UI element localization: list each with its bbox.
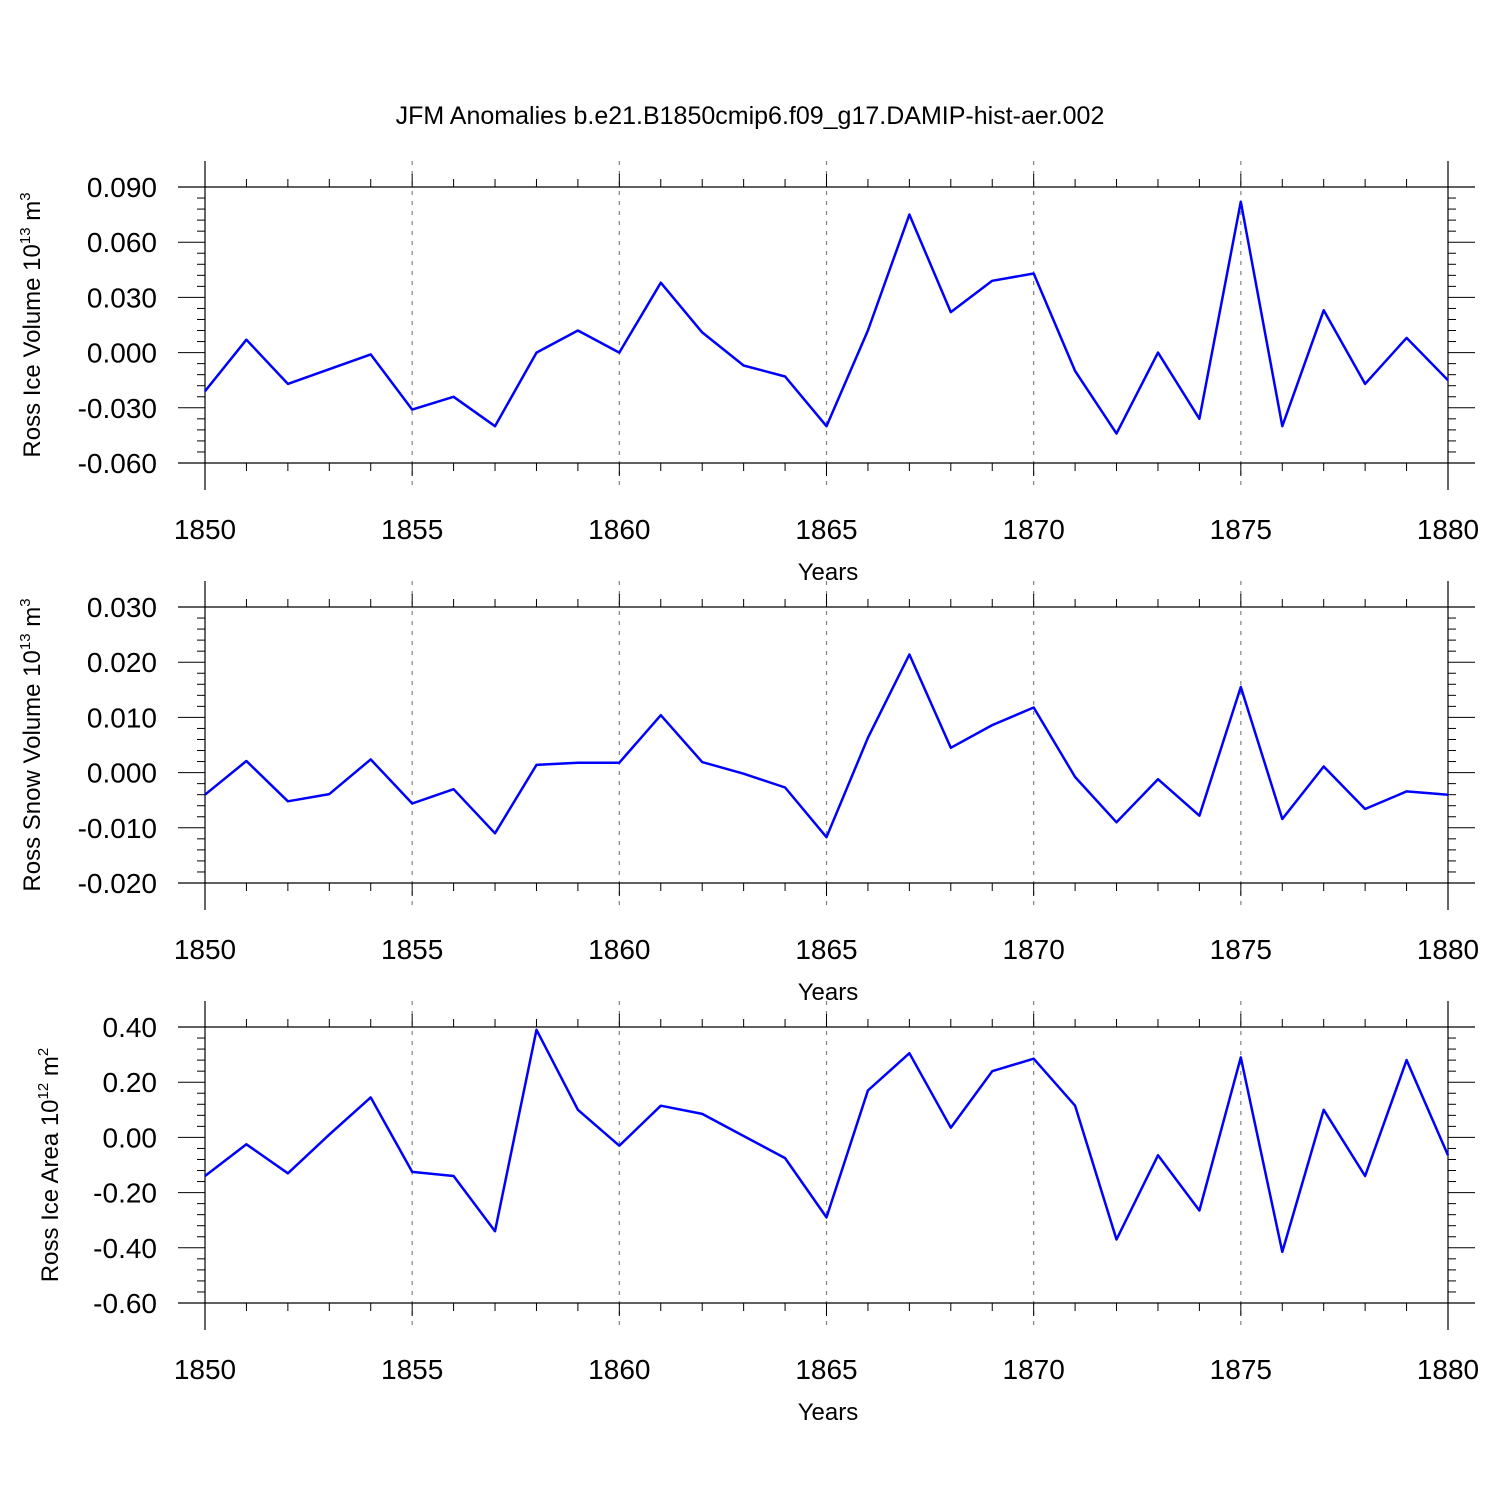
y-axis-label-superscript: 3 [17,192,34,200]
y-axis-label: Ross Ice Volume 1013 m3 [17,192,46,457]
y-axis-label-text: Ross Snow Volume 10 [19,650,46,891]
y-tick-label: -0.060 [78,448,157,479]
y-tick-label: -0.010 [78,813,157,844]
y-axis-label-superscript: 13 [17,227,34,244]
y-tick-label: -0.60 [93,1288,157,1319]
panel-3: 0.40 0.20 0.00 -0.20 -0.40 -0.60 1850 1855 1860 1… [35,1001,1479,1426]
x-tick-label: 1880 [1417,1354,1479,1385]
y-tick-label: 0.030 [87,592,157,623]
y-axis-label-text: m [37,1056,64,1083]
x-axis-label: Years [798,979,859,1006]
x-tick-label: 1870 [1003,514,1065,545]
x-tick-label: 1855 [381,1354,443,1385]
series-line [204,200,1449,435]
y-axis-label-superscript: 3 [17,598,34,606]
x-axis-label: Years [798,1399,859,1426]
panels: 0.090 0.060 0.030 0.000 -0.030 -0.060 1850 1855… [17,161,1479,1426]
y-tick-label: 0.20 [103,1067,158,1098]
y-axis-label-superscript: 13 [17,633,34,650]
y-axis-label-superscript: 2 [35,1048,52,1056]
y-tick-label: 0.090 [87,172,157,203]
x-tick-label: 1865 [795,514,857,545]
y-tick-label: 0.000 [87,758,157,789]
y-tick-label: 0.000 [87,338,157,369]
x-tick-label: 1860 [588,934,650,965]
x-tick-label: 1855 [381,934,443,965]
y-axis-label-superscript: 12 [35,1083,52,1100]
x-tick-label: 1860 [588,514,650,545]
y-tick-label: -0.20 [93,1178,157,1209]
y-tick-label: 0.020 [87,647,157,678]
y-tick-label: -0.020 [78,868,157,899]
x-tick-label: 1870 [1003,1354,1065,1385]
y-axis-label-text: m [19,607,46,634]
y-tick-label: 0.010 [87,702,157,733]
y-tick-label: -0.030 [78,393,157,424]
x-tick-label: 1865 [795,1354,857,1385]
x-tick-label: 1880 [1417,934,1479,965]
y-tick-label: 0.030 [87,282,157,313]
x-tick-label: 1850 [174,1354,236,1385]
x-tick-label: 1860 [588,1354,650,1385]
series-line [204,1028,1450,1254]
y-axis-label-text: Ross Ice Volume 10 [19,244,46,457]
figure-title: JFM Anomalies b.e21.B1850cmip6.f09_g17.D… [396,102,1105,130]
y-tick-label: 0.060 [87,227,157,258]
panel-2: 0.030 0.020 0.010 0.000 -0.010 -0.020 1850 1855… [17,581,1479,1006]
x-tick-label: 1865 [795,934,857,965]
panel-1: 0.090 0.060 0.030 0.000 -0.030 -0.060 1850 1855… [17,161,1479,586]
x-tick-label: 1875 [1210,514,1272,545]
y-tick-label: 0.00 [103,1122,158,1153]
x-tick-label: 1870 [1003,934,1065,965]
x-tick-label: 1850 [174,934,236,965]
y-axis-label-text: m [19,201,46,228]
x-tick-label: 1875 [1210,1354,1272,1385]
x-tick-label: 1875 [1210,934,1272,965]
x-axis-label: Years [798,559,859,586]
series-line [204,653,1449,839]
y-tick-label: -0.40 [93,1233,157,1264]
x-tick-label: 1880 [1417,514,1479,545]
y-axis-label: Ross Ice Area 1012 m2 [35,1048,64,1282]
x-tick-label: 1855 [381,514,443,545]
y-tick-label: 0.40 [103,1012,158,1043]
y-axis-label: Ross Snow Volume 1013 m3 [17,598,46,891]
y-axis-label-text: Ross Ice Area 10 [37,1099,64,1282]
x-tick-label: 1850 [174,514,236,545]
